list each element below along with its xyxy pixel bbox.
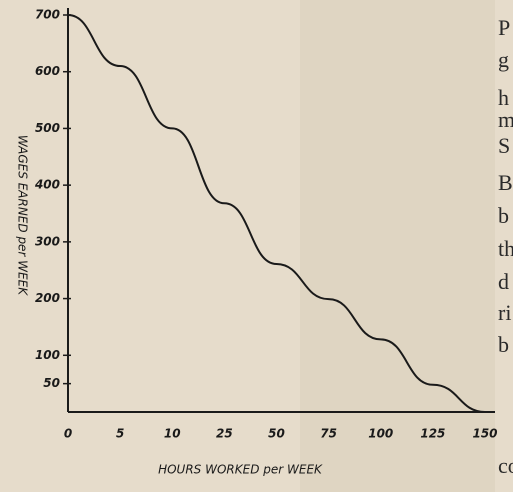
- x-tick-label: 10: [164, 427, 181, 441]
- y-tick-label: 50: [43, 376, 60, 390]
- y-tick-label: 700: [35, 8, 60, 22]
- margin-text: S: [498, 133, 510, 158]
- x-tick-label: 5: [116, 427, 124, 441]
- margin-text: ri: [498, 300, 511, 325]
- y-tick-label: 600: [35, 64, 60, 78]
- margin-text: th: [498, 236, 513, 261]
- x-tick-label: 0: [64, 427, 72, 441]
- x-axis-label: HOURS WORKED per WEEK: [158, 463, 323, 477]
- page: HOURS WORKED per WEEK WAGES EARNED per W…: [0, 0, 513, 492]
- y-tick-label: 300: [35, 234, 60, 248]
- y-tick-label: 100: [35, 348, 60, 362]
- x-tick-label: 100: [368, 427, 393, 441]
- x-tick-label: 25: [216, 427, 233, 441]
- margin-text: P: [498, 15, 510, 40]
- y-tick-label: 200: [35, 291, 60, 305]
- x-tick-label: 75: [320, 427, 337, 441]
- margin-text: B: [498, 170, 513, 195]
- margin-text: b: [498, 203, 509, 228]
- y-axis-label: WAGES EARNED per WEEK: [16, 135, 30, 296]
- margin-text: d: [498, 269, 509, 294]
- y-tick-label: 400: [34, 178, 60, 192]
- x-tick-label: 150: [472, 427, 497, 441]
- faded-text-area: [300, 0, 495, 492]
- margin-text: m: [498, 107, 513, 132]
- y-tick-label: 500: [35, 121, 60, 135]
- margin-text: co: [498, 453, 513, 478]
- x-tick-label: 125: [420, 427, 445, 441]
- margin-text: g: [498, 47, 509, 72]
- margin-text: b: [498, 332, 509, 357]
- x-tick-label: 50: [268, 427, 285, 441]
